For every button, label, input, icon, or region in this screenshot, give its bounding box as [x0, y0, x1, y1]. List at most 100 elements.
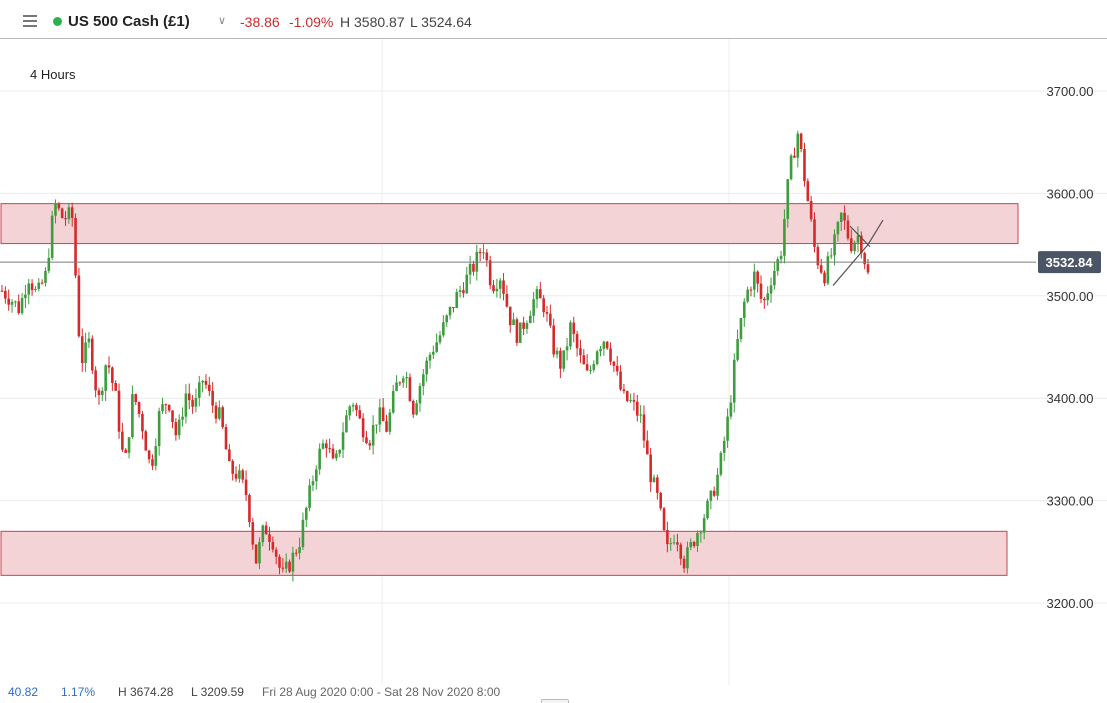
candle-body-139 [465, 274, 469, 294]
candle-body-40 [134, 394, 138, 403]
candle-body-234 [783, 219, 786, 256]
candle-body-35 [117, 390, 121, 432]
candle-body-247 [826, 256, 830, 284]
candle-body-190 [635, 401, 639, 416]
candle-body-94 [315, 469, 318, 482]
candle-body-126 [421, 374, 425, 387]
candle-body-36 [121, 431, 124, 450]
candle-body-3 [10, 302, 14, 305]
candle-body-176 [589, 369, 592, 371]
candle-body-152 [508, 306, 512, 326]
candle-body-62 [208, 384, 211, 391]
candle-body-212 [709, 490, 713, 501]
candle-body-205 [686, 547, 689, 569]
candle-body-32 [107, 365, 111, 368]
candle-body-141 [472, 263, 475, 272]
candle-body-121 [405, 377, 408, 379]
candle-body-235 [786, 179, 790, 220]
candle-body-78 [261, 525, 265, 543]
candle-body-253 [846, 220, 850, 239]
candle-body-231 [773, 271, 776, 286]
candle-body-213 [712, 490, 716, 496]
candle-body-188 [629, 400, 632, 402]
candle-body-52 [174, 422, 178, 436]
candle-body-143 [478, 251, 482, 254]
candle-body-210 [702, 518, 706, 533]
candle-body-165 [552, 325, 555, 355]
candle-body-154 [515, 319, 519, 343]
candle-body-21 [70, 207, 74, 218]
candle-body-153 [512, 319, 515, 326]
candle-body-77 [258, 542, 261, 564]
candle-body-168 [562, 350, 566, 369]
candle-body-193 [646, 440, 649, 455]
current-price-label: 3532.84 [1046, 255, 1094, 270]
price-change: -38.86 [240, 14, 280, 30]
candle-body-15 [50, 215, 54, 258]
candle-body-179 [599, 348, 602, 352]
candle-body-47 [157, 411, 161, 447]
market-open-status-icon [53, 17, 62, 26]
candle-body-92 [308, 485, 311, 508]
candle-body-248 [829, 255, 833, 257]
candle-body-99 [331, 448, 335, 459]
candle-body-7 [24, 294, 27, 299]
candle-body-27 [90, 338, 94, 371]
candle-body-26 [87, 338, 91, 343]
candle-body-137 [458, 290, 462, 292]
candle-body-120 [401, 378, 405, 383]
candle-body-107 [358, 410, 362, 419]
candle-body-65 [218, 407, 221, 419]
candle-body-185 [619, 371, 622, 390]
candle-body-200 [669, 543, 673, 545]
candle-body-172 [575, 333, 579, 349]
candle-body-147 [492, 285, 495, 292]
price-chart[interactable]: 3532.84 3200.00 3300.00 3400.00 3500.00 3600… [0, 39, 1107, 685]
candle-body-56 [187, 393, 191, 401]
candle-body-70 [234, 473, 238, 479]
candle-body-240 [803, 149, 806, 182]
candle-body-214 [716, 474, 719, 496]
candle-body-2 [7, 298, 10, 305]
zone-1 [0, 203, 1019, 245]
y-tick-label-3700: 3700.00 [1047, 84, 1094, 99]
candle-body-197 [659, 492, 662, 509]
candle-body-83 [278, 556, 281, 568]
hamburger-icon[interactable] [23, 15, 37, 27]
candle-body-155 [518, 322, 522, 343]
candle-body-109 [365, 437, 368, 444]
candle-body-252 [843, 212, 846, 221]
trendline-upper [849, 225, 871, 248]
candle-body-220 [736, 338, 739, 360]
candle-body-149 [498, 280, 502, 289]
scroll-handle[interactable] [541, 699, 569, 703]
candle-body-203 [679, 544, 683, 559]
footer-high: H 3674.28 [118, 685, 174, 699]
instrument-name[interactable]: US 500 Cash (£1) [68, 13, 190, 30]
candle-body-157 [525, 323, 529, 329]
chevron-down-icon[interactable]: ∨ [218, 15, 227, 27]
candle-body-108 [361, 418, 365, 438]
timeframe-label[interactable]: 4 Hours [30, 67, 76, 82]
candle-body-96 [321, 443, 325, 449]
candle-body-110 [368, 443, 372, 446]
candle-body-215 [719, 452, 723, 475]
candle-body-180 [602, 341, 606, 349]
candle-body-63 [211, 390, 214, 406]
candle-body-202 [676, 542, 679, 545]
candle-body-64 [214, 405, 218, 419]
candle-body-122 [408, 377, 412, 401]
candle-body-67 [224, 427, 228, 450]
candle-body-16 [54, 203, 57, 216]
candle-body-17 [57, 203, 61, 209]
overlay: 3532.84 [0, 219, 1101, 286]
candle-body-145 [485, 252, 489, 261]
candle-body-75 [251, 522, 255, 545]
candle-body-50 [167, 404, 171, 411]
candle-body-224 [749, 289, 753, 291]
candle-body-37 [124, 449, 128, 453]
candle-body-169 [565, 346, 569, 351]
candle-body-123 [411, 400, 415, 415]
candle-body-114 [381, 407, 385, 422]
candle-body-127 [425, 360, 428, 375]
